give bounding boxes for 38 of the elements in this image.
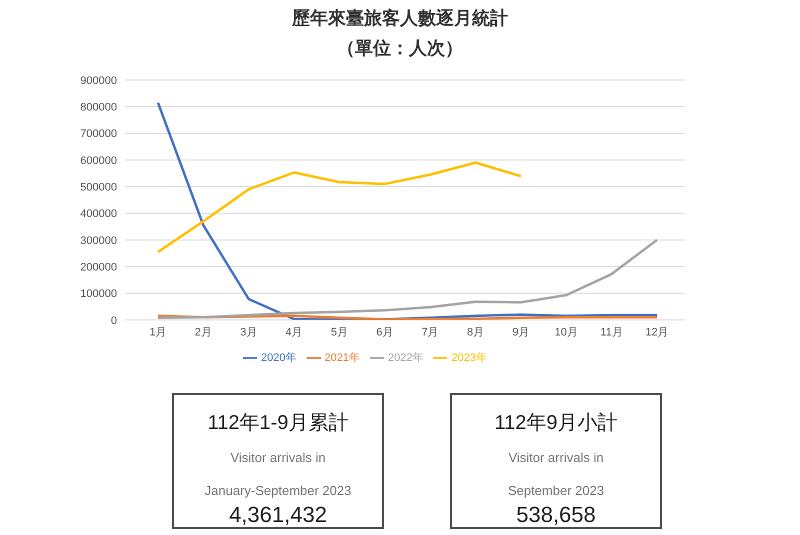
chart-subtitle: （單位：人次） (336, 37, 464, 60)
y-tick-label: 800000 (80, 102, 117, 114)
text: 112年1-9月累計 (206, 411, 350, 436)
legend-label: 2021年 (324, 352, 360, 364)
y-tick-label: 900000 (80, 74, 117, 87)
x-tick-label: 9月 (512, 326, 530, 339)
y-tick-label: 100000 (80, 288, 117, 300)
text: January-September 2023 (204, 483, 352, 498)
legend-label: 2020年 (261, 352, 297, 364)
y-tick-label: 500000 (80, 182, 117, 194)
text: 112年9月小計 (493, 411, 618, 436)
legend-label: 2023年 (451, 352, 487, 364)
text: 538,658 (515, 502, 597, 528)
y-tick-label: 300000 (80, 234, 117, 247)
y-tick-label: 0 (110, 314, 117, 327)
y-tick-label: 600000 (80, 154, 117, 167)
x-tick-label: 5月 (330, 326, 348, 339)
x-tick-label: 11月 (600, 326, 623, 339)
chart-title: 歷年來臺旅客人數逐月統計 (291, 7, 509, 30)
text: Visitor arrivals in (507, 450, 605, 465)
x-tick-label: 2月 (194, 326, 212, 339)
text: September 2023 (506, 483, 606, 498)
text: 4,361,432 (228, 502, 328, 528)
line-series (156, 238, 658, 320)
y-tick-label: 200000 (80, 262, 117, 274)
x-tick-label: 1月 (149, 326, 167, 339)
x-tick-label: 7月 (422, 326, 439, 339)
x-tick-label: 10月 (554, 326, 578, 339)
y-tick-label: 700000 (80, 128, 117, 140)
x-tick-label: 8月 (466, 326, 484, 339)
x-tick-label: 6月 (376, 326, 394, 339)
y-tick-label: 400000 (80, 208, 117, 220)
x-tick-label: 12月 (645, 326, 669, 339)
x-tick-label: 3月 (240, 326, 258, 339)
legend-label: 2022年 (388, 352, 424, 364)
text: Visitor arrivals in (229, 450, 327, 465)
line-series (156, 161, 522, 254)
x-tick-label: 4月 (286, 326, 303, 339)
